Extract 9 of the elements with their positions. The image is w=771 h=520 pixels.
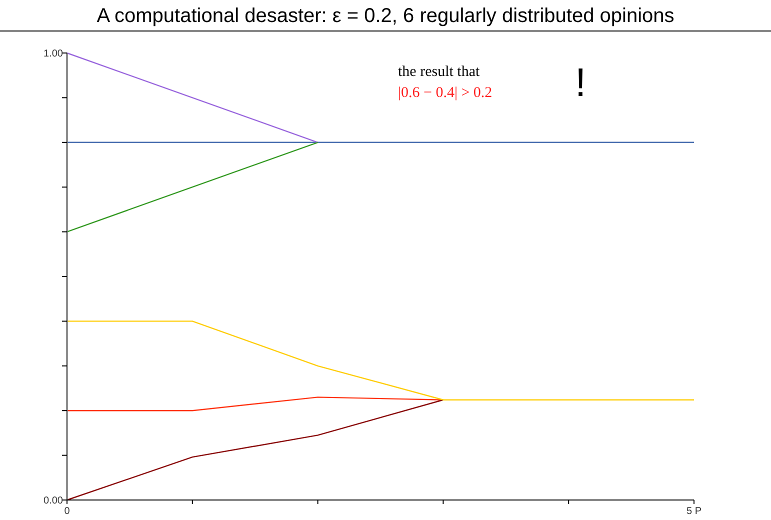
annotation: ! [575, 61, 586, 105]
y-tick-label: 1.00 [44, 48, 64, 60]
x-tick-label: 0 [64, 506, 70, 517]
x-tick-label: 5 P [686, 506, 702, 517]
chart-title: A computational desaster: ε = 0.2, 6 regularly distributed opinions [96, 5, 674, 27]
annotation: |0.6 − 0.4| > 0.2 [398, 85, 492, 101]
annotation: the result that [398, 64, 480, 80]
y-tick-label: 0.00 [44, 496, 64, 506]
line-series [66, 399, 444, 501]
